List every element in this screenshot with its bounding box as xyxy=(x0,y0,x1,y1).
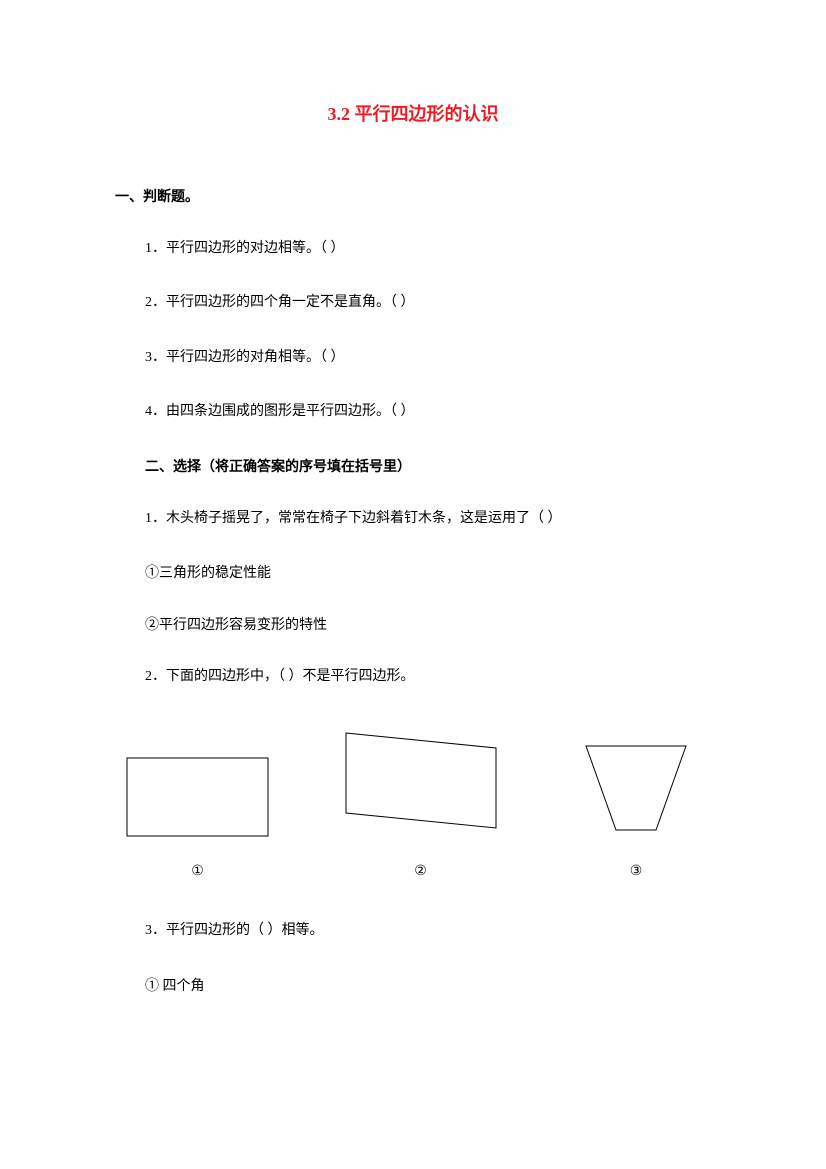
shapes-container: ① ② ③ xyxy=(115,728,711,880)
section1-header: 一、判断题。 xyxy=(115,186,711,206)
section1-q3: 3．平行四边形的对角相等。（ ） xyxy=(145,347,711,369)
section1-q4: 4．由四条边围成的图形是平行四边形。（ ） xyxy=(145,401,711,423)
shape3-label: ③ xyxy=(630,863,643,880)
section2-q1: 1．木头椅子摇晃了，常常在椅子下边斜着钉木条，这是运用了（ ） xyxy=(145,508,711,530)
section1-q2: 2．平行四边形的四个角一定不是直角。（ ） xyxy=(145,292,711,314)
page-title: 3.2 平行四边形的认识 xyxy=(115,100,711,126)
shape2-label: ② xyxy=(414,863,427,880)
title-text: 3.2 平行四边形的认识 xyxy=(328,104,499,124)
shape1-label: ① xyxy=(191,863,204,880)
shape2-wrapper: ② xyxy=(336,728,506,880)
section2-q1-opt1: ①三角形的稳定性能 xyxy=(145,562,711,582)
rectangle-shape xyxy=(125,756,270,838)
section2-header: 二、选择（将正确答案的序号填在括号里） xyxy=(145,456,711,476)
section1-q1: 1．平行四边形的对边相等。（ ） xyxy=(145,238,711,260)
shape3-wrapper: ③ xyxy=(571,738,701,880)
section2-q3-opt1: ① 四个角 xyxy=(145,975,711,995)
trapezoid-shape xyxy=(571,738,701,838)
shape1-wrapper: ① xyxy=(125,756,270,880)
section2-q1-opt2: ②平行四边形容易变形的特性 xyxy=(145,614,711,634)
parallelogram-shape xyxy=(336,728,506,838)
section2-q3: 3．平行四边形的（ ）相等。 xyxy=(145,920,711,942)
section2-q2: 2．下面的四边形中，（ ）不是平行四边形。 xyxy=(145,666,711,688)
